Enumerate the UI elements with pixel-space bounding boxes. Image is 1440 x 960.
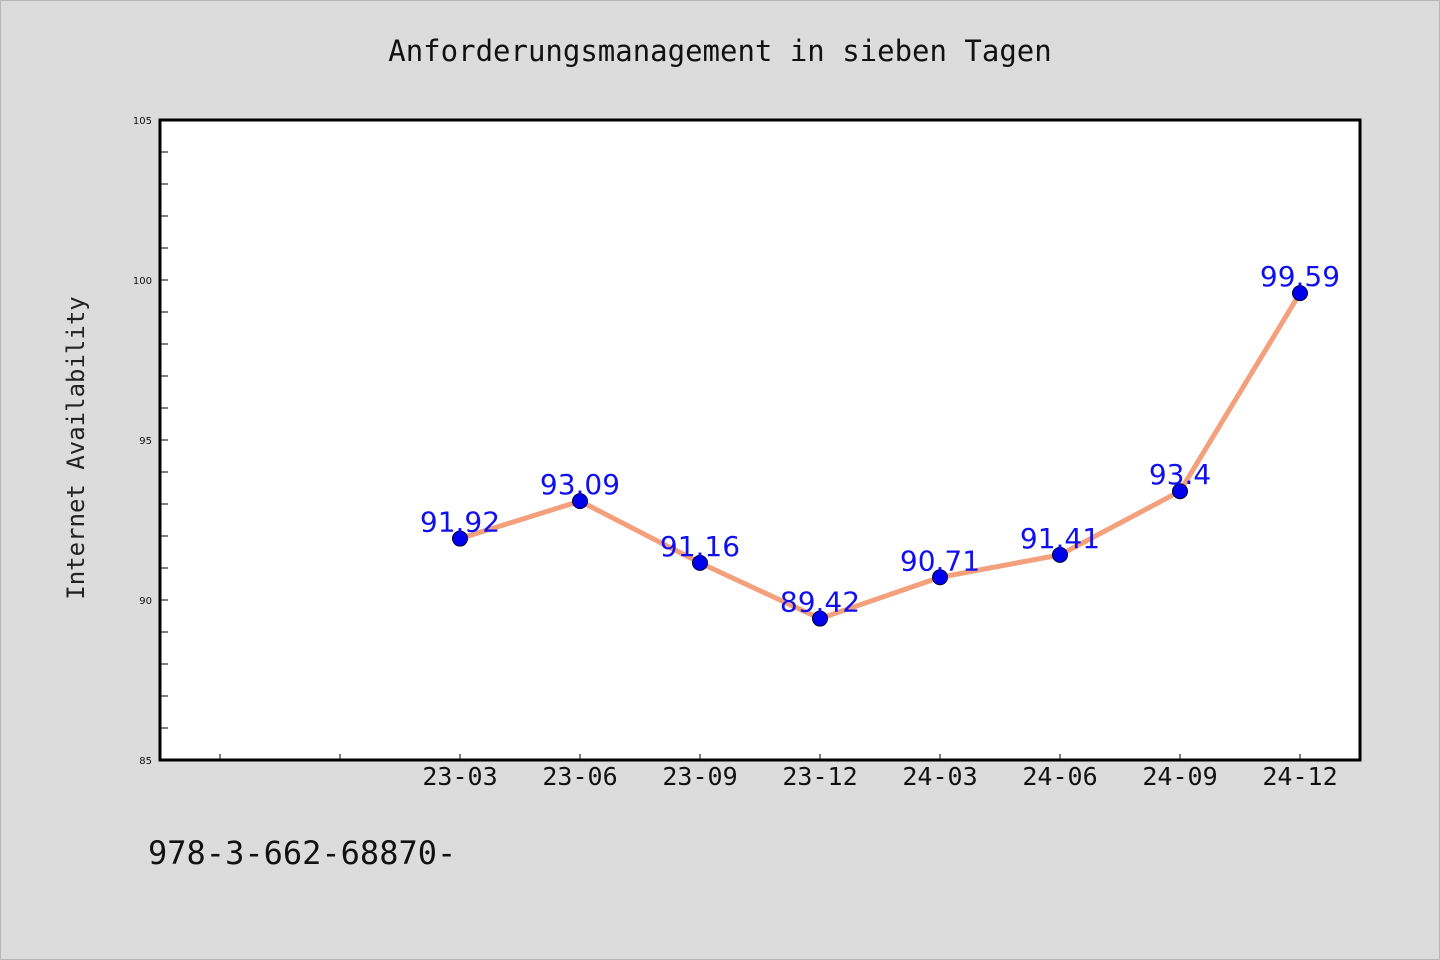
- data-point: [572, 493, 588, 510]
- data-point: [1052, 546, 1068, 563]
- x-tick-label: 23-06: [542, 762, 617, 791]
- y-tick-label: 85: [139, 756, 152, 767]
- data-label: 91.16: [660, 530, 740, 563]
- x-tick-label: 24-12: [1262, 762, 1337, 791]
- plot-area: [158, 118, 1362, 762]
- data-label: 89.42: [780, 586, 860, 619]
- data-label: 99.59: [1260, 260, 1340, 293]
- y-tick-label: 95: [139, 436, 152, 447]
- x-tick-label: 24-06: [1022, 762, 1097, 791]
- data-point: [812, 610, 828, 627]
- data-label: 91.92: [420, 506, 500, 539]
- series-line: [459, 291, 1303, 622]
- data-labels: 91.92 93.09 91.16 89.42 90.71 91.41 93.4 99.59: [420, 260, 1340, 618]
- data-label: 93.09: [540, 468, 620, 501]
- x-tick-label: 24-09: [1142, 762, 1217, 791]
- y-tick-label: 100: [133, 276, 152, 287]
- x-tick-label: 23-03: [422, 762, 497, 791]
- data-point: [932, 569, 948, 586]
- data-markers: [452, 285, 1308, 627]
- chart-title: Anforderungsmanagement in sieben Tagen: [388, 34, 1052, 68]
- y-axis-ticks: 85 90 95 100 105: [133, 116, 168, 767]
- data-point: [1292, 285, 1308, 302]
- data-point: [452, 530, 468, 547]
- x-tick-label: 23-09: [662, 762, 737, 791]
- footnote: 978-3-662-68870-: [148, 834, 457, 872]
- x-axis-ticks: 23-03 23-06 23-09 23-12 24-03 24-06 24-09 24-12: [219, 754, 1338, 791]
- y-tick-label: 105: [133, 116, 152, 127]
- data-label: 90.71: [900, 544, 980, 577]
- y-tick-label: 90: [139, 596, 152, 607]
- x-tick-label: 23-12: [782, 762, 857, 791]
- data-point: [692, 554, 708, 571]
- data-label: 93.4: [1149, 458, 1211, 491]
- data-label: 91.41: [1020, 522, 1100, 555]
- x-tick-label: 24-03: [902, 762, 977, 791]
- data-point: [1172, 483, 1188, 500]
